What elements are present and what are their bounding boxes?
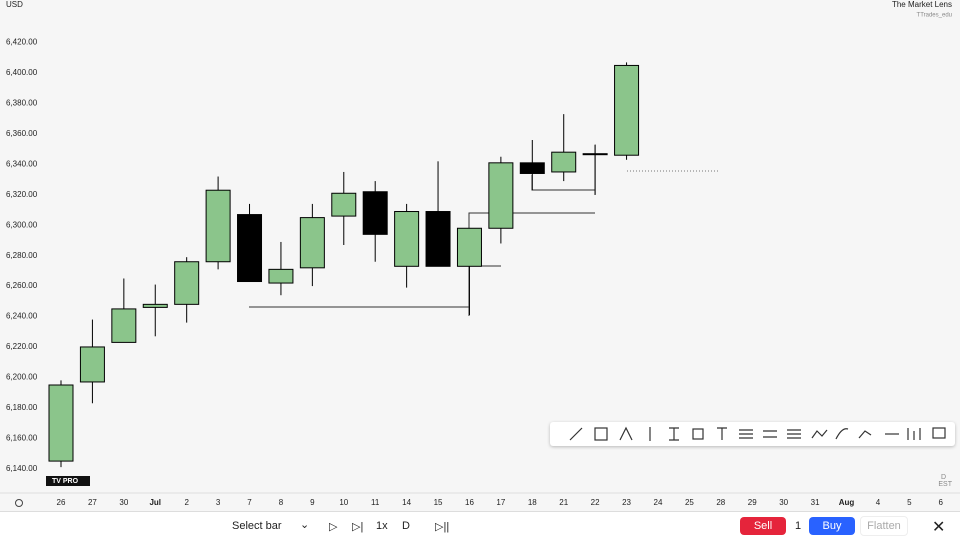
candle-body bbox=[456, 227, 482, 267]
y-tick-label: 6,220.00 bbox=[6, 342, 38, 351]
handle: TTrades_edu bbox=[917, 13, 952, 19]
x-tick-label: 11 bbox=[371, 498, 380, 507]
corner-interval: D bbox=[941, 474, 946, 481]
drawing-tools bbox=[569, 426, 946, 441]
x-tick-label: 5 bbox=[907, 498, 912, 507]
chart: USD The Market Lens TTrades_edu D EST TV… bbox=[0, 0, 960, 507]
y-tick-label: 6,400.00 bbox=[6, 68, 38, 77]
x-tick-label: 14 bbox=[402, 498, 411, 507]
y-tick-label: 6,420.00 bbox=[6, 38, 38, 47]
x-tick-label: 24 bbox=[654, 498, 663, 507]
candle-body bbox=[519, 162, 545, 174]
brand: The Market Lens bbox=[892, 0, 952, 9]
candle-body bbox=[142, 303, 168, 308]
close-button[interactable]: ✕ bbox=[932, 519, 946, 536]
y-tick-label: 6,300.00 bbox=[6, 220, 38, 229]
x-tick-label: Jul bbox=[149, 498, 161, 507]
x-tick-label: 17 bbox=[496, 498, 505, 507]
y-tick-label: 6,360.00 bbox=[6, 129, 38, 138]
candle-body bbox=[111, 308, 137, 343]
corner-timezone: EST bbox=[938, 481, 952, 488]
candle-body bbox=[237, 214, 263, 283]
candle-body bbox=[174, 261, 200, 305]
currency: USD bbox=[6, 0, 23, 9]
x-tick-label: 15 bbox=[434, 498, 443, 507]
x-tick-label: 30 bbox=[779, 498, 788, 507]
candle-body bbox=[48, 384, 74, 462]
x-tick-label: 3 bbox=[216, 498, 221, 507]
y-tick-label: 6,280.00 bbox=[6, 251, 38, 260]
drawing-toolbar bbox=[550, 422, 955, 446]
x-tick-label: 22 bbox=[591, 498, 600, 507]
candle-body bbox=[331, 192, 357, 217]
x-tick-label: 23 bbox=[622, 498, 631, 507]
x-tick-label: 4 bbox=[876, 498, 881, 507]
x-tick-label: 7 bbox=[247, 498, 252, 507]
candle-body bbox=[614, 64, 640, 156]
candle-body bbox=[425, 211, 451, 267]
y-tick-label: 6,180.00 bbox=[6, 403, 38, 412]
candle-body bbox=[488, 162, 514, 229]
x-tick-label: 21 bbox=[559, 498, 568, 507]
y-tick-label: 6,260.00 bbox=[6, 281, 38, 290]
y-tick-label: 6,160.00 bbox=[6, 433, 38, 442]
x-tick-label: 25 bbox=[685, 498, 694, 507]
candle-body bbox=[582, 153, 608, 156]
quantity[interactable]: 1 bbox=[795, 520, 802, 532]
x-tick-label: 18 bbox=[528, 498, 537, 507]
candle-body bbox=[79, 346, 105, 383]
jump[interactable]: ▷|| bbox=[435, 521, 450, 533]
x-tick-label: 2 bbox=[184, 498, 189, 507]
candle-body bbox=[205, 189, 231, 263]
y-tick-label: 6,380.00 bbox=[6, 99, 38, 108]
tv-logo: TV PRO bbox=[46, 476, 90, 486]
x-tick-label: 28 bbox=[716, 498, 725, 507]
speed[interactable]: 1x bbox=[376, 520, 388, 532]
dropdown[interactable]: ⌄ bbox=[300, 519, 310, 531]
x-tick-label: 10 bbox=[339, 498, 348, 507]
step[interactable]: ▷| bbox=[352, 521, 364, 533]
x-tick-label: 8 bbox=[279, 498, 284, 507]
interval[interactable]: D bbox=[402, 520, 410, 532]
y-tick-label: 6,140.00 bbox=[6, 464, 38, 473]
play[interactable]: ▷ bbox=[329, 521, 338, 533]
replay-toolbar: Select bar ⌄ ▷ ▷| 1x D ▷|| Sell 1 Buy Fl… bbox=[0, 511, 960, 541]
x-tick-label: 30 bbox=[119, 498, 128, 507]
buy-button[interactable]: Buy bbox=[809, 517, 855, 535]
x-tick-label: 29 bbox=[748, 498, 757, 507]
x-tick-label: 6 bbox=[939, 498, 944, 507]
y-tick-label: 6,240.00 bbox=[6, 312, 38, 321]
candle-body bbox=[268, 268, 294, 284]
candle-body bbox=[362, 191, 388, 235]
select-bar[interactable]: Select bar bbox=[232, 520, 282, 532]
svg-text:TV PRO: TV PRO bbox=[52, 478, 79, 485]
x-tick-label: 27 bbox=[88, 498, 97, 507]
x-tick-label: 26 bbox=[57, 498, 66, 507]
candle-body bbox=[394, 211, 420, 267]
flatten-button[interactable]: Flatten bbox=[860, 516, 908, 536]
x-tick-label: 31 bbox=[811, 498, 820, 507]
sell-button[interactable]: Sell bbox=[740, 517, 786, 535]
candle-body bbox=[299, 217, 325, 269]
x-tick-label: 9 bbox=[310, 498, 315, 507]
candle-body bbox=[551, 151, 577, 173]
x-tick-label: Aug bbox=[839, 498, 855, 507]
settings-icon[interactable] bbox=[15, 499, 23, 507]
y-tick-label: 6,200.00 bbox=[6, 373, 38, 382]
y-tick-label: 6,320.00 bbox=[6, 190, 38, 199]
y-tick-label: 6,340.00 bbox=[6, 159, 38, 168]
x-tick-label: 16 bbox=[465, 498, 474, 507]
